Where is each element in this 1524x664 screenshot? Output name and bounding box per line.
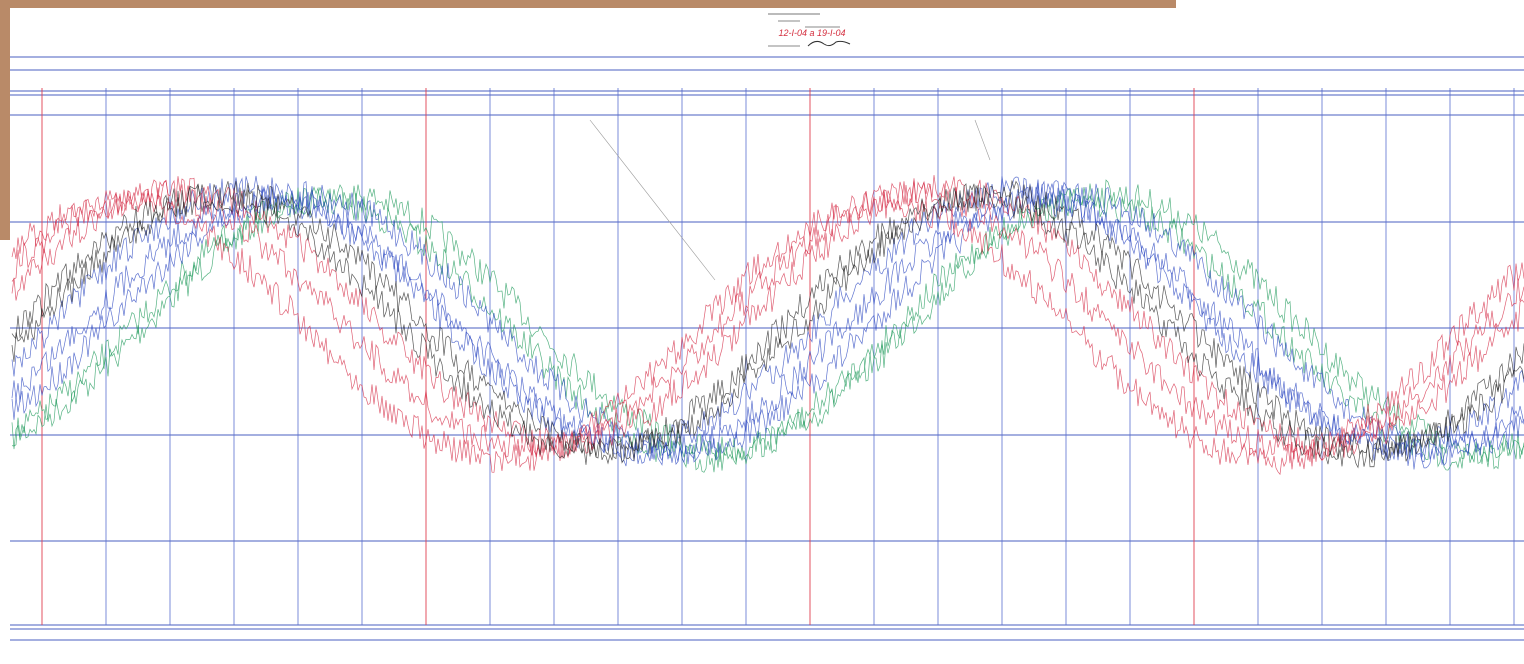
background-wood xyxy=(0,0,1176,8)
page: ························ 12-I-04 a 19-I-… xyxy=(0,0,1524,664)
recorder-chart: ························ 12-I-04 a 19-I-… xyxy=(0,0,1524,664)
stamp-date: 12-I-04 a 19-I-04 xyxy=(778,28,845,38)
